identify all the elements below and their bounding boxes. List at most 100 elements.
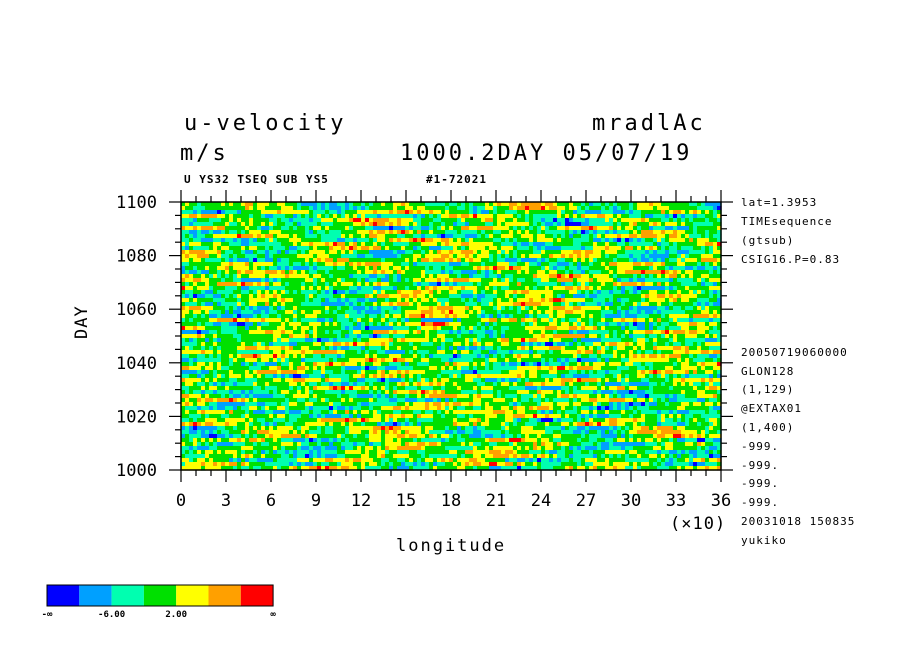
heatmap-cell xyxy=(553,270,558,275)
heatmap-cell xyxy=(693,282,698,287)
heatmap-cell xyxy=(505,206,510,211)
heatmap-cell xyxy=(253,334,258,339)
heatmap-cell xyxy=(257,338,262,343)
heatmap-cell xyxy=(221,238,226,243)
heatmap-cell xyxy=(365,254,370,259)
heatmap-cell xyxy=(601,322,606,327)
heatmap-cell xyxy=(209,318,214,323)
heatmap-cell xyxy=(569,278,574,283)
heatmap-cell xyxy=(197,246,202,251)
heatmap-cell xyxy=(705,322,710,327)
heatmap-cell xyxy=(593,222,598,227)
heatmap-cell xyxy=(557,258,562,263)
heatmap-cell xyxy=(717,270,722,275)
heatmap-cell xyxy=(697,318,702,323)
heatmap-cell xyxy=(373,246,378,251)
heatmap-cell xyxy=(253,238,258,243)
heatmap-cell xyxy=(233,282,238,287)
heatmap-cell xyxy=(481,298,486,303)
heatmap-cell xyxy=(197,314,202,319)
heatmap-cell xyxy=(689,334,694,339)
heatmap-cell xyxy=(269,258,274,263)
heatmap-cell xyxy=(505,266,510,271)
heatmap-cell xyxy=(313,298,318,303)
heatmap-cell xyxy=(605,258,610,263)
heatmap-cell xyxy=(525,218,530,223)
heatmap-cell xyxy=(533,298,538,303)
heatmap-cell xyxy=(337,294,342,299)
heatmap-cell xyxy=(489,254,494,259)
heatmap-cell xyxy=(193,278,198,283)
heatmap-cell xyxy=(337,314,342,319)
heatmap-cell xyxy=(321,302,326,307)
heatmap-cell xyxy=(397,222,402,227)
heatmap-cell xyxy=(589,246,594,251)
heatmap-cell xyxy=(585,346,590,351)
heatmap-cell xyxy=(489,246,494,251)
heatmap-cell xyxy=(645,306,650,311)
heatmap-cell xyxy=(361,254,366,259)
heatmap-cell xyxy=(465,310,470,315)
heatmap-cell xyxy=(581,242,586,247)
heatmap-cell xyxy=(445,314,450,319)
heatmap-cell xyxy=(321,342,326,347)
heatmap-cell xyxy=(341,250,346,255)
heatmap-cell xyxy=(353,234,358,239)
heatmap-cell xyxy=(625,334,630,339)
heatmap-cell xyxy=(701,322,706,327)
heatmap-cell xyxy=(189,330,194,335)
heatmap-cell xyxy=(513,298,518,303)
heatmap-cell xyxy=(353,202,358,207)
heatmap-cell xyxy=(201,322,206,327)
heatmap-cell xyxy=(557,266,562,271)
heatmap-cell xyxy=(233,238,238,243)
heatmap-cell xyxy=(425,342,430,347)
heatmap-cell xyxy=(249,318,254,323)
heatmap-cell xyxy=(225,266,230,271)
heatmap-cell xyxy=(649,206,654,211)
heatmap-cell xyxy=(189,218,194,223)
heatmap-cell xyxy=(533,306,538,311)
heatmap-cell xyxy=(457,278,462,283)
heatmap-cell xyxy=(445,242,450,247)
heatmap-cell xyxy=(445,250,450,255)
heatmap-cell xyxy=(629,330,634,335)
heatmap-cell xyxy=(417,334,422,339)
heatmap-cell xyxy=(657,294,662,299)
heatmap-cell xyxy=(345,234,350,239)
heatmap-cell xyxy=(345,302,350,307)
heatmap-cell xyxy=(717,202,722,207)
heatmap-cell xyxy=(341,298,346,303)
heatmap-cell xyxy=(625,270,630,275)
heatmap-cell xyxy=(241,250,246,255)
heatmap-cell xyxy=(689,242,694,247)
heatmap-cell xyxy=(393,282,398,287)
heatmap-cell xyxy=(521,262,526,267)
heatmap-cell xyxy=(493,330,498,335)
heatmap-cell xyxy=(337,234,342,239)
heatmap-cell xyxy=(305,318,310,323)
heatmap-cell xyxy=(665,210,670,215)
heatmap-cell xyxy=(565,246,570,251)
heatmap-cell xyxy=(573,286,578,291)
heatmap-cell xyxy=(565,218,570,223)
heatmap-cell xyxy=(689,238,694,243)
heatmap-cell xyxy=(461,318,466,323)
heatmap-cell xyxy=(461,342,466,347)
heatmap-cell xyxy=(641,226,646,231)
heatmap-cell xyxy=(641,290,646,295)
heatmap-cell xyxy=(253,266,258,271)
heatmap-cell xyxy=(413,342,418,347)
heatmap-cell xyxy=(365,238,370,243)
heatmap-cell xyxy=(333,274,338,279)
heatmap-cell xyxy=(689,338,694,343)
heatmap-cell xyxy=(601,286,606,291)
heatmap-cell xyxy=(301,206,306,211)
heatmap-cell xyxy=(197,270,202,275)
heatmap-cell xyxy=(569,238,574,243)
heatmap-cell xyxy=(481,254,486,259)
heatmap-cell xyxy=(309,242,314,247)
heatmap-cell xyxy=(641,274,646,279)
heatmap-cell xyxy=(513,234,518,239)
heatmap-cell xyxy=(553,318,558,323)
